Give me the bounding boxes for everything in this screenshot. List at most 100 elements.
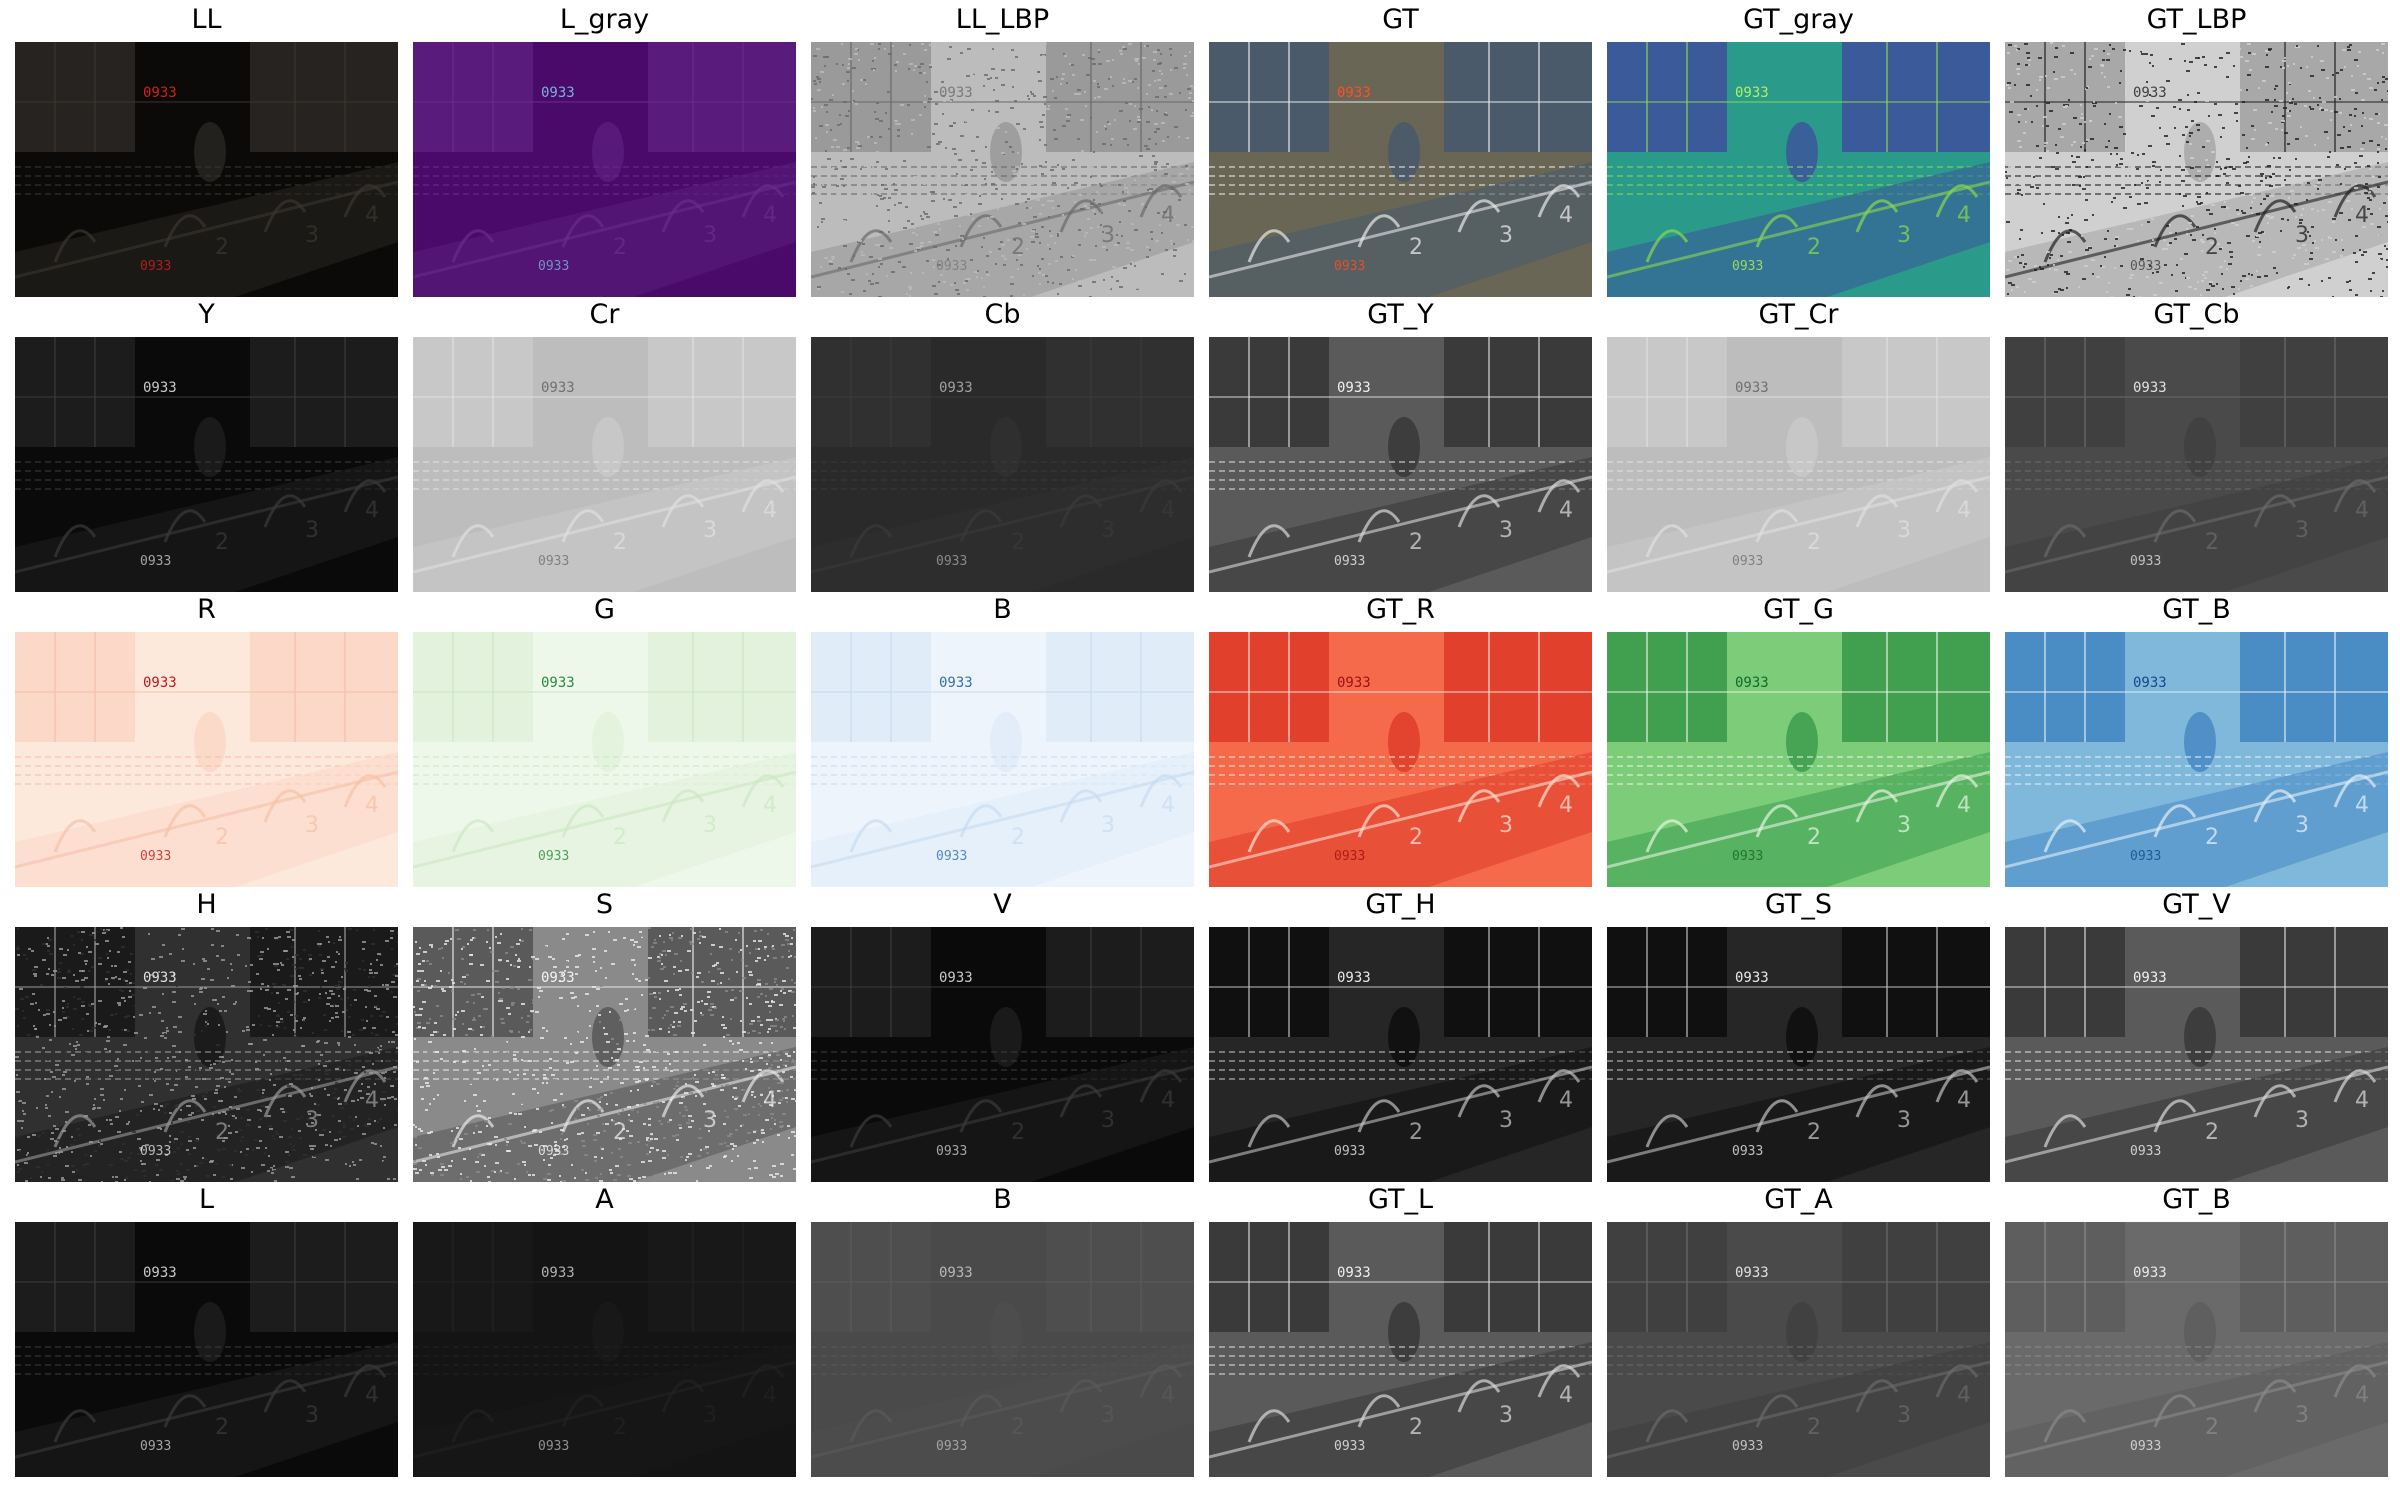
panel-image: 0933 0933 2 3 4 (413, 337, 796, 592)
clock-display: 0933 (939, 85, 973, 101)
panel-title: R (197, 594, 216, 625)
lane-number: 2 (1011, 235, 1025, 260)
panel-title: H (196, 889, 217, 920)
lane-number: 4 (1559, 1383, 1573, 1408)
lane-number: 2 (2205, 1415, 2219, 1440)
lane-number: 4 (1957, 498, 1971, 523)
clock-reflection: 0933 (936, 554, 967, 569)
lane-number: 3 (1101, 223, 1115, 248)
lane-number: 3 (703, 518, 717, 543)
lane-number: 4 (1957, 203, 1971, 228)
lane-number: 2 (215, 825, 229, 850)
lane-number: 2 (1409, 530, 1423, 555)
lane-number: 4 (2355, 498, 2369, 523)
lane-number: 3 (1897, 1108, 1911, 1133)
lane-number: 2 (1807, 1415, 1821, 1440)
panel-image: 0933 0933 2 3 4 (413, 42, 796, 297)
clock-display: 0933 (1735, 970, 1769, 986)
lane-number: 4 (763, 498, 777, 523)
lane-number: 2 (1011, 1415, 1025, 1440)
panel-image: 0933 0933 2 3 4 (1209, 927, 1592, 1182)
panel-title: GT_H (1365, 889, 1436, 920)
panel-image: 0933 0933 2 3 4 (811, 927, 1194, 1182)
clock-display: 0933 (2133, 675, 2167, 691)
panel-image: 0933 0933 2 3 4 (413, 1222, 796, 1477)
lane-number: 2 (1807, 530, 1821, 555)
lane-number: 3 (703, 1108, 717, 1133)
lane-number: 3 (703, 1403, 717, 1428)
panel-title: GT_gray (1743, 4, 1854, 35)
lane-number: 2 (613, 1120, 627, 1145)
lane-number: 4 (1161, 1088, 1175, 1113)
clock-display: 0933 (143, 380, 177, 396)
lane-number: 2 (1409, 825, 1423, 850)
clock-reflection: 0933 (2130, 554, 2161, 569)
clock-reflection: 0933 (936, 849, 967, 864)
clock-display: 0933 (1337, 380, 1371, 396)
clock-reflection: 0933 (1334, 554, 1365, 569)
lane-number: 4 (365, 203, 379, 228)
clock-display: 0933 (1735, 1265, 1769, 1281)
panel-image: 0933 0933 2 3 4 (2005, 632, 2388, 887)
clock-reflection: 0933 (936, 1144, 967, 1159)
lane-number: 3 (2295, 813, 2309, 838)
lane-number: 3 (1101, 1108, 1115, 1133)
panel-title: GT (1382, 4, 1419, 35)
clock-reflection: 0933 (1732, 554, 1763, 569)
clock-display: 0933 (939, 1265, 973, 1281)
lane-number: 3 (305, 1403, 319, 1428)
clock-reflection: 0933 (538, 1144, 569, 1159)
panel-image: 0933 0933 2 3 4 (1607, 1222, 1990, 1477)
lane-number: 4 (365, 793, 379, 818)
panel-title: GT_V (2162, 889, 2231, 920)
clock-display: 0933 (1735, 85, 1769, 101)
lane-number: 4 (1559, 498, 1573, 523)
panel-image: 0933 0933 2 3 4 (2005, 337, 2388, 592)
panel-image: 0933 0933 2 3 4 (2005, 1222, 2388, 1477)
lane-number: 4 (365, 498, 379, 523)
panel-title: GT_Cr (1758, 299, 1839, 330)
lane-number: 3 (1897, 223, 1911, 248)
clock-reflection: 0933 (936, 259, 967, 274)
clock-reflection: 0933 (2130, 1439, 2161, 1454)
clock-display: 0933 (1735, 380, 1769, 396)
lane-number: 4 (763, 1088, 777, 1113)
clock-reflection: 0933 (140, 1439, 171, 1454)
lane-number: 4 (2355, 203, 2369, 228)
panel-image: 0933 0933 2 3 4 (1607, 927, 1990, 1182)
lane-number: 3 (1499, 1403, 1513, 1428)
clock-reflection: 0933 (538, 849, 569, 864)
lane-number: 3 (1897, 813, 1911, 838)
clock-display: 0933 (1337, 1265, 1371, 1281)
panel-title: GT_A (1764, 1184, 1833, 1215)
clock-display: 0933 (541, 970, 575, 986)
panel-title: B (993, 594, 1012, 625)
clock-reflection: 0933 (1334, 1144, 1365, 1159)
lane-number: 4 (1161, 1383, 1175, 1408)
panel-image: 0933 0933 2 3 4 (1209, 632, 1592, 887)
clock-display: 0933 (143, 1265, 177, 1281)
panel-image: 0933 0933 2 3 4 (1209, 42, 1592, 297)
panel-title: GT_Cb (2153, 299, 2240, 330)
panel-title: Cb (984, 299, 1021, 330)
lane-number: 4 (1559, 1088, 1573, 1113)
lane-number: 4 (365, 1383, 379, 1408)
clock-display: 0933 (541, 380, 575, 396)
panel-image: 0933 0933 2 3 4 (15, 42, 398, 297)
panel-image: 0933 0933 2 3 4 (2005, 42, 2388, 297)
lane-number: 2 (2205, 1120, 2219, 1145)
clock-reflection: 0933 (140, 849, 171, 864)
panel-title: GT_R (1366, 594, 1435, 625)
panel-title: Y (198, 299, 215, 330)
lane-number: 3 (1897, 518, 1911, 543)
clock-reflection: 0933 (140, 259, 171, 274)
lane-number: 4 (1957, 1383, 1971, 1408)
lane-number: 2 (2205, 235, 2219, 260)
panel-image: 0933 0933 2 3 4 (15, 927, 398, 1182)
panel-title: GT_L (1368, 1184, 1433, 1215)
lane-number: 2 (1011, 530, 1025, 555)
clock-reflection: 0933 (1334, 849, 1365, 864)
lane-number: 4 (1957, 793, 1971, 818)
clock-display: 0933 (2133, 1265, 2167, 1281)
